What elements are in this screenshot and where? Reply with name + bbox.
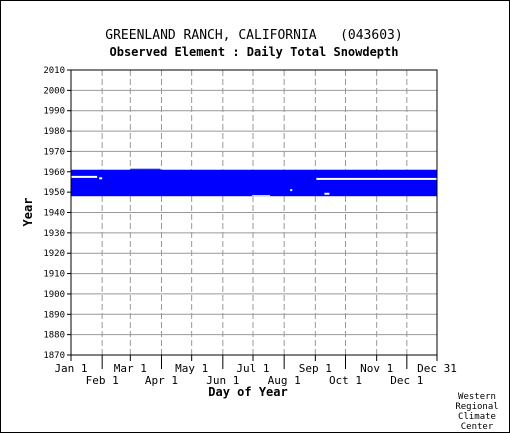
record-gap xyxy=(99,177,103,180)
x-tick-label: Feb 1 xyxy=(86,374,119,387)
y-tick-label: 2000 xyxy=(43,86,65,96)
credit-line: Regional xyxy=(455,402,498,412)
record-gap xyxy=(290,189,293,192)
x-tick-label: Jan 1 xyxy=(54,362,87,375)
y-tick-label: 1890 xyxy=(43,310,65,320)
chart-title: GREENLAND RANCH, CALIFORNIA (043603) xyxy=(105,28,402,43)
record-bar xyxy=(71,169,437,197)
y-tick-label: 1990 xyxy=(43,107,65,117)
y-tick-label: 2010 xyxy=(43,66,65,76)
x-tick-label: May 1 xyxy=(175,362,208,375)
x-axis-label: Day of Year xyxy=(208,385,287,399)
x-tick-label: Nov 1 xyxy=(360,362,393,375)
record-gap xyxy=(316,177,437,180)
data-marks xyxy=(71,168,437,197)
y-tick-label: 1970 xyxy=(43,147,65,157)
x-tick-label: Jul 1 xyxy=(236,362,269,375)
y-tick-label: 1880 xyxy=(43,331,65,341)
y-axis-label: Year xyxy=(21,198,35,227)
credit-block: Western Regional Climate Center xyxy=(455,392,498,432)
y-tick-label: 1910 xyxy=(43,270,65,280)
y-tick-label: 1980 xyxy=(43,127,65,137)
y-axis: 1870 1880 1890 1900 1910 1920 1930 1940 1950 1960… xyxy=(43,66,71,361)
record-gap xyxy=(251,195,271,197)
y-tick-label: 1900 xyxy=(43,290,65,300)
x-tick-label: Apr 1 xyxy=(145,374,178,387)
record-gap xyxy=(324,192,330,195)
y-tick-label: 1920 xyxy=(43,249,65,259)
y-tick-label: 1930 xyxy=(43,229,65,239)
x-tick-label: Mar 1 xyxy=(114,362,147,375)
credit-line: Center xyxy=(461,422,494,432)
y-tick-label: 1940 xyxy=(43,209,65,219)
y-tick-label: 1960 xyxy=(43,168,65,178)
credit-line: Climate xyxy=(458,412,496,422)
x-tick-label: Jun 1 xyxy=(206,374,239,387)
chart-subtitle: Observed Element : Daily Total Snowdepth xyxy=(110,45,399,59)
y-tick-label: 1870 xyxy=(43,351,65,361)
x-tick-label: Dec 31 xyxy=(417,362,457,375)
record-bar xyxy=(130,168,161,170)
x-tick-label: Aug 1 xyxy=(268,374,301,387)
x-tick-label: Oct 1 xyxy=(329,374,362,387)
y-tick-label: 1950 xyxy=(43,188,65,198)
credit-line: Western xyxy=(458,392,496,402)
grid xyxy=(71,70,437,355)
x-tick-label: Dec 1 xyxy=(390,374,423,387)
x-axis: Jan 1 Mar 1 May 1 Jul 1 Sep 1 Nov 1 Dec 31 Feb … xyxy=(54,355,457,387)
record-gap xyxy=(71,175,98,178)
x-tick-label: Sep 1 xyxy=(299,362,332,375)
